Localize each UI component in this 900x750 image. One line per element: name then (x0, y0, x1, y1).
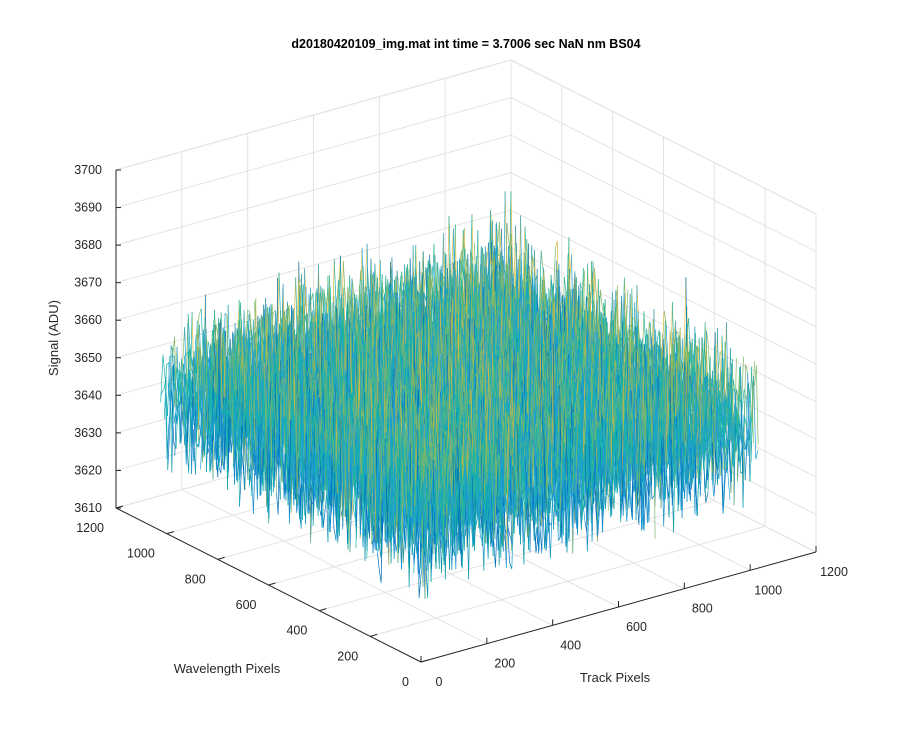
surface-mesh-line (563, 276, 567, 296)
surface-mesh-line (508, 233, 512, 304)
side-grid-z (510, 134, 817, 290)
surface-mesh-line (751, 366, 754, 444)
back-grid-z (115, 97, 512, 209)
surface-mesh-line (429, 254, 432, 307)
surface-mesh-line (181, 327, 185, 371)
surface-mesh-line (711, 472, 715, 497)
surface-mesh-line (522, 226, 526, 293)
back-grid-z (115, 134, 512, 246)
surface-mesh-line (553, 247, 556, 285)
surface-mesh-line (623, 277, 627, 307)
side-grid-z (510, 209, 817, 365)
surface-mesh-line (187, 313, 194, 362)
floor-grid-y (370, 525, 766, 637)
surface-mesh-line (160, 354, 166, 403)
surface-mesh-line (471, 214, 475, 304)
surface-mesh-line (539, 250, 542, 310)
surface-mesh-line (724, 438, 731, 501)
surface-mesh-line (192, 428, 196, 475)
surface-mesh-line (430, 276, 435, 328)
surface-mesh-line (459, 250, 464, 321)
surface-mesh-line (447, 268, 450, 300)
surface-mesh-line (744, 440, 748, 481)
surface-mesh-line (499, 263, 502, 305)
surface-mesh-line (476, 288, 479, 335)
surface-mesh-line (185, 323, 189, 431)
surface-mesh-line (185, 377, 189, 459)
surface-mesh-line (565, 280, 569, 320)
surface-mesh-line (516, 294, 520, 310)
surface-mesh-line (530, 256, 534, 295)
surface-mesh-line (504, 191, 508, 266)
surface-mesh-line (662, 442, 665, 503)
back-top-edge (115, 59, 512, 171)
surface-mesh-line (498, 228, 502, 261)
surface-mesh-line (510, 233, 514, 278)
surface-mesh-line (678, 470, 682, 510)
surface-mesh (160, 191, 759, 599)
side-grid-z (510, 97, 817, 253)
back-grid-z (115, 209, 512, 321)
surface-mesh-line (706, 330, 711, 381)
surface-mesh-line (214, 373, 218, 415)
back-grid-z (115, 172, 512, 284)
side-grid-z (510, 172, 817, 328)
surface-mesh-line (485, 242, 489, 268)
surface-mesh-line (490, 210, 493, 240)
surface-mesh-line (534, 275, 538, 285)
side-top-edge (510, 59, 817, 215)
surface-mesh-line (532, 256, 536, 278)
surface-mesh-line (364, 243, 368, 296)
surface-mesh-line (163, 362, 170, 419)
surface-mesh-line (312, 293, 316, 324)
surface-mesh-line (704, 322, 708, 385)
surface-mesh-line (527, 278, 531, 313)
